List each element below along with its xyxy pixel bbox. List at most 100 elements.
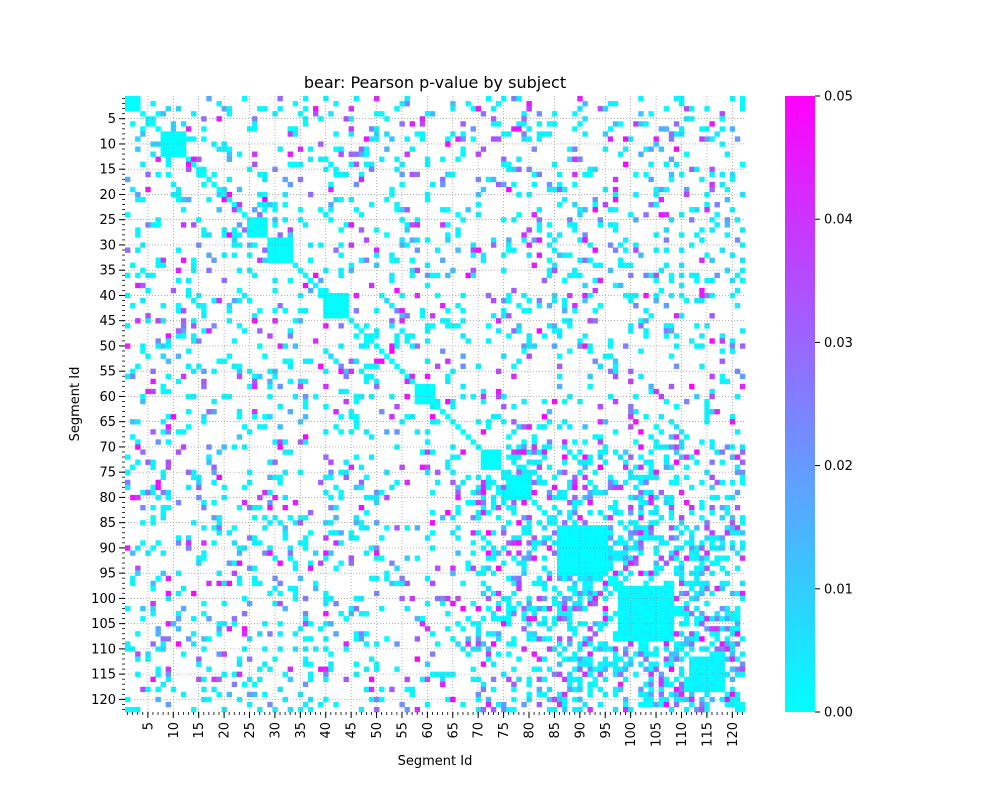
heatmap-cell: [150, 489, 156, 496]
heatmap-cell: [638, 373, 644, 380]
heatmap-cell: [165, 106, 172, 112]
heatmap-cell: [246, 701, 253, 708]
heatmap-cell: [445, 626, 451, 632]
heatmap-cell: [643, 530, 649, 536]
heatmap-cell: [318, 626, 324, 632]
heatmap-cell: [633, 484, 639, 491]
heatmap-cell: [684, 636, 690, 642]
heatmap-cell: [587, 691, 593, 698]
heatmap-cell: [241, 328, 248, 334]
heatmap-cell: [709, 313, 715, 319]
heatmap-cell: [130, 262, 136, 268]
heatmap-cell: [445, 459, 451, 465]
heatmap-cell: [506, 504, 512, 511]
heatmap-cell: [267, 247, 273, 253]
heatmap-cell: [506, 313, 512, 319]
heatmap-cell: [175, 146, 182, 152]
heatmap-cell: [536, 656, 543, 662]
heatmap-cell: [699, 126, 705, 132]
heatmap-cell: [358, 212, 365, 218]
heatmap-cell: [389, 272, 395, 279]
heatmap-cell: [185, 287, 192, 294]
heatmap-cell: [323, 212, 329, 218]
heatmap-cell: [323, 368, 329, 375]
heatmap-cell: [226, 151, 233, 157]
y-tick-label: 85: [99, 516, 116, 531]
heatmap-cell: [597, 404, 603, 410]
heatmap-cell: [612, 510, 619, 516]
heatmap-cell: [287, 333, 293, 339]
heatmap-cell: [485, 176, 492, 183]
heatmap-cell: [653, 611, 659, 617]
heatmap-cell: [389, 277, 395, 284]
heatmap-cell: [485, 550, 492, 556]
heatmap-cell: [363, 525, 370, 531]
heatmap-cell: [638, 454, 644, 460]
heatmap-cell: [333, 166, 339, 173]
heatmap-cell: [577, 656, 583, 662]
heatmap-cell: [607, 575, 614, 582]
heatmap-cell: [678, 611, 685, 617]
heatmap-cell: [140, 504, 146, 511]
heatmap-cell: [506, 166, 512, 173]
heatmap-cell: [587, 560, 593, 566]
heatmap-cell: [663, 600, 670, 607]
heatmap-cell: [587, 636, 593, 642]
heatmap-cell: [638, 611, 644, 617]
heatmap-cell: [689, 550, 695, 556]
heatmap-cell: [130, 580, 136, 587]
heatmap-cell: [719, 247, 725, 253]
heatmap-cell: [663, 262, 670, 268]
heatmap-cell: [353, 605, 360, 612]
heatmap-cell: [633, 555, 639, 561]
heatmap-cell: [521, 605, 527, 612]
heatmap-cell: [363, 343, 370, 349]
heatmap-cell: [597, 419, 603, 425]
heatmap-cell: [455, 227, 461, 233]
heatmap-cell: [490, 676, 497, 683]
heatmap-cell: [328, 207, 334, 213]
heatmap-cell: [633, 560, 639, 566]
heatmap-cell: [323, 590, 329, 597]
heatmap-cell: [414, 267, 421, 274]
heatmap-cell: [333, 504, 339, 511]
heatmap-cell: [236, 656, 243, 662]
heatmap-cell: [663, 247, 670, 253]
heatmap-cell: [668, 535, 675, 541]
heatmap-cell: [541, 555, 548, 561]
heatmap-cell: [516, 323, 522, 329]
heatmap-cell: [684, 525, 690, 531]
heatmap-cell: [592, 277, 598, 284]
heatmap-cell: [526, 691, 532, 698]
heatmap-cell: [714, 636, 720, 642]
heatmap-cell: [562, 540, 568, 546]
heatmap-cell: [673, 535, 680, 541]
heatmap-cell: [450, 131, 456, 137]
heatmap-cell: [323, 550, 329, 556]
heatmap-cell: [709, 681, 715, 688]
heatmap-cell: [150, 151, 156, 157]
heatmap-cell: [404, 338, 410, 344]
heatmap-cell: [724, 186, 731, 193]
heatmap-cell: [526, 343, 532, 349]
heatmap-cell: [663, 540, 670, 546]
heatmap-cell: [424, 196, 431, 203]
heatmap-cell: [582, 525, 588, 531]
heatmap-cell: [689, 338, 695, 344]
heatmap-cell: [572, 479, 578, 486]
heatmap-cell: [277, 631, 283, 637]
heatmap-cell: [125, 343, 131, 349]
heatmap-cell: [572, 560, 578, 566]
heatmap-cell: [572, 651, 578, 657]
heatmap-cell: [353, 308, 360, 314]
heatmap-cell: [252, 121, 258, 127]
heatmap-cell: [333, 308, 339, 314]
heatmap-cell: [602, 515, 609, 521]
heatmap-cell: [211, 368, 217, 375]
heatmap-cell: [689, 545, 695, 551]
heatmap-cell: [191, 318, 197, 324]
heatmap-cell: [709, 393, 715, 400]
heatmap-cell: [445, 308, 451, 314]
heatmap-cell: [160, 510, 166, 516]
heatmap-cell: [592, 681, 598, 688]
